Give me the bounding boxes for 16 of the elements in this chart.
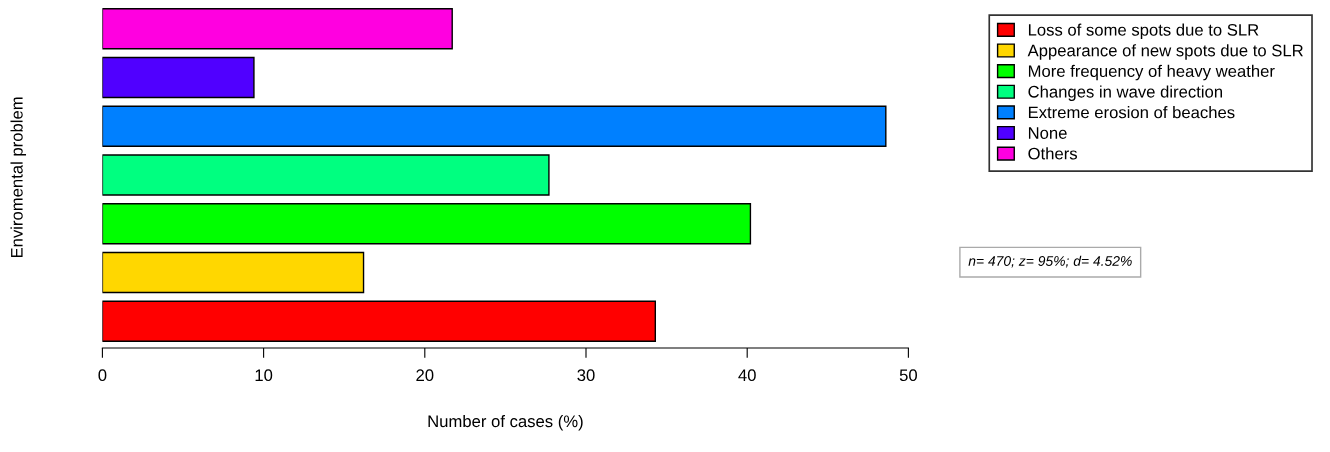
legend-label: Others xyxy=(1028,147,1078,160)
legend-label: Changes in wave direction xyxy=(1028,85,1222,101)
legend-label: Appearance of new spots due to SLR xyxy=(1027,44,1303,60)
legend-label: Extreme erosion of beaches xyxy=(1028,106,1235,119)
y-axis-title: Enviromental problem xyxy=(10,97,27,258)
x-tick-label: 30 xyxy=(577,369,595,382)
x-tick-label: 10 xyxy=(255,369,273,382)
text: n= 470; z= 95%; d= 4.52% xyxy=(968,255,1132,268)
x-tick-label: 0 xyxy=(98,369,107,382)
x-axis-title: Number of cases (%) xyxy=(428,414,583,431)
x-tick-label: 40 xyxy=(738,369,756,382)
x-tick-label: 20 xyxy=(416,369,434,382)
legend-label: Loss of some spots due to SLR xyxy=(1028,23,1259,40)
legend-label: More frequency of heavy weather xyxy=(1028,64,1275,81)
legend-label: None xyxy=(1028,127,1067,139)
x-tick-label: 50 xyxy=(899,369,918,382)
